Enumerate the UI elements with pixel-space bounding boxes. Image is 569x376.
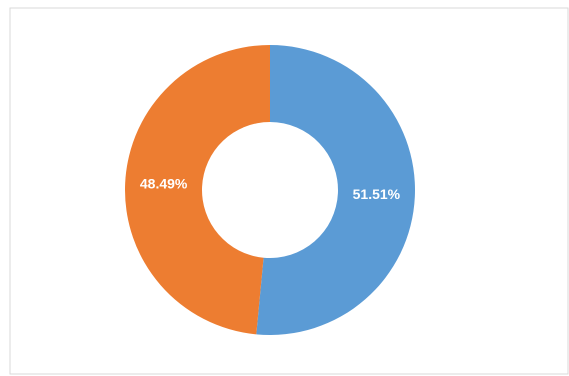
donut-slice: [256, 45, 416, 335]
donut-slice: [125, 45, 270, 335]
data-label: 48.49%: [140, 176, 188, 192]
data-label: 51.51%: [353, 186, 401, 202]
